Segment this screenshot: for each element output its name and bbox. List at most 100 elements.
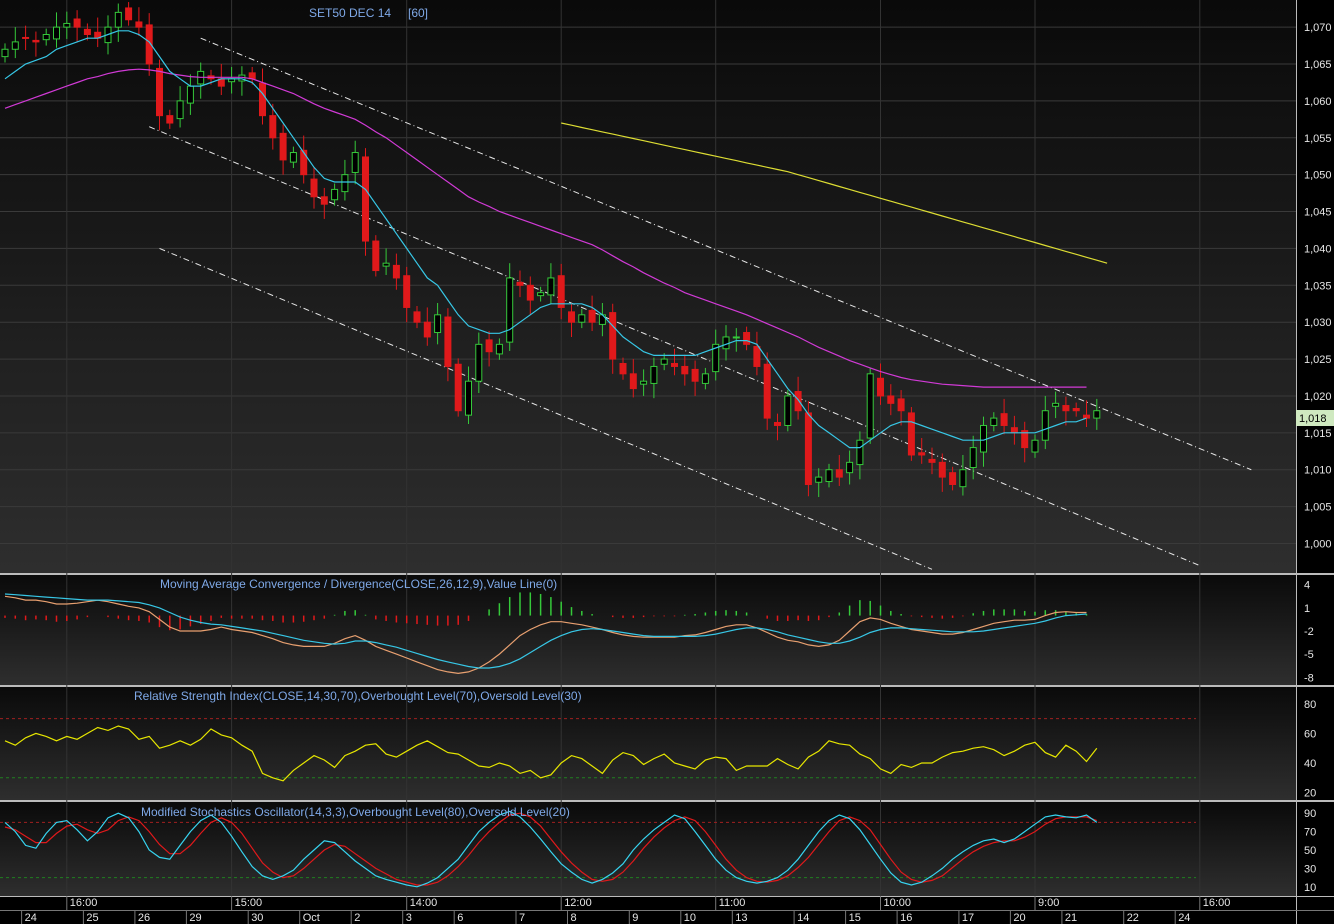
candle-body (506, 277, 514, 343)
candle-body (619, 363, 627, 375)
date-axis-label: 9 (632, 912, 638, 924)
candle-body (671, 363, 678, 367)
macd-axis-tick: -2 (1304, 626, 1314, 638)
candle-body (22, 36, 30, 39)
stoch-k-line (4, 810, 1098, 888)
candle-body (114, 11, 122, 28)
candle-body (145, 24, 153, 65)
price-axis-tick: 1,020 (1304, 391, 1332, 403)
rsi-axis-tick: 40 (1304, 758, 1316, 770)
date-axis-label: 15 (849, 912, 861, 924)
candle-body (526, 284, 534, 301)
date-axis-label: 7 (519, 912, 525, 924)
macd-axis-tick: 4 (1304, 580, 1310, 592)
price-axis-tick: 1,050 (1304, 170, 1332, 182)
time-axis-label: 16:00 (70, 897, 98, 909)
date-axis-label: 2 (354, 912, 360, 924)
time-axis-label: 16:00 (1203, 897, 1231, 909)
date-axis-label: 20 (1013, 912, 1025, 924)
candle-body (83, 28, 91, 36)
candle-body (475, 343, 483, 382)
candle-body (990, 417, 998, 426)
candle-body (588, 309, 596, 323)
price-axis-tick: 1,025 (1304, 354, 1332, 366)
rsi-axis-tick: 20 (1304, 788, 1316, 800)
candle-body (392, 264, 400, 279)
date-axis-label: 10 (684, 912, 696, 924)
candle-body (423, 321, 431, 338)
candle-body (516, 281, 524, 286)
rsi-line (4, 725, 1098, 782)
candle-body (341, 174, 349, 193)
candle-body (186, 85, 194, 104)
moving-average-cyan-line (4, 30, 1087, 449)
candle-body (1093, 410, 1101, 419)
panel-divider (0, 573, 1334, 575)
candle-body (434, 314, 442, 334)
candle-body (11, 41, 19, 50)
candle-body (887, 395, 895, 404)
candle-body (609, 312, 617, 360)
candle-body (1083, 414, 1090, 419)
panel-divider (0, 685, 1334, 687)
candle-body (1031, 439, 1039, 453)
price-axis-tick: 1,035 (1304, 280, 1332, 292)
price-axis-tick: 1,055 (1304, 133, 1332, 145)
candle-body (877, 377, 884, 397)
panel-divider (0, 800, 1334, 802)
date-axis-label: 24 (25, 912, 37, 924)
macd-panel (0, 575, 1296, 685)
x-axis (0, 910, 1334, 911)
candle-body (362, 156, 369, 242)
price-axis-tick: 1,030 (1304, 317, 1332, 329)
date-axis-label: 6 (457, 912, 463, 924)
candle-body (382, 262, 390, 267)
date-axis-label: 8 (571, 912, 577, 924)
candle-body (959, 469, 967, 488)
candle-body (413, 311, 421, 323)
time-axis-label: 9:00 (1038, 897, 1059, 909)
macd-axis-tick: 1 (1304, 603, 1310, 615)
date-axis-label: Oct (303, 912, 320, 924)
candle-body (547, 277, 555, 296)
date-axis-label: 25 (86, 912, 98, 924)
candle-body (722, 336, 730, 350)
stoch-d-line (4, 812, 1098, 886)
rsi-axis-tick: 80 (1304, 699, 1316, 711)
candle-body (825, 469, 833, 483)
candle-body (640, 380, 648, 385)
date-axis-label: 16 (900, 912, 912, 924)
candle-body (660, 358, 668, 365)
candle-body (156, 67, 163, 117)
candle-body (794, 391, 802, 412)
date-axis-label: 17 (962, 912, 974, 924)
candle-body (712, 343, 720, 373)
date-axis-label: 21 (1065, 912, 1077, 924)
candle-body (42, 34, 50, 41)
rsi-panel (0, 687, 1296, 800)
stoch-axis-tick: 90 (1304, 808, 1316, 820)
candle-body (784, 395, 792, 426)
candle-body (928, 458, 936, 463)
stoch-axis-tick: 10 (1304, 882, 1316, 894)
stoch-axis-tick: 30 (1304, 863, 1316, 875)
price-axis-tick: 1,060 (1304, 96, 1332, 108)
candle-body (907, 412, 915, 456)
candle-body (372, 240, 380, 272)
candle-body (537, 292, 545, 297)
last-price-tag (1296, 410, 1334, 426)
candle-body (176, 100, 184, 120)
candle-body (331, 188, 339, 201)
macd-title: Moving Average Convergence / Divergence(… (160, 577, 557, 591)
time-axis-label: 12:00 (564, 897, 592, 909)
moving-average-magenta-line (4, 68, 1087, 388)
candle-body (32, 39, 40, 43)
price-axis-tick: 1,065 (1304, 59, 1332, 71)
candle-body (1, 48, 9, 58)
price-axis-tick: 1,005 (1304, 502, 1332, 514)
candle-body (289, 152, 297, 163)
rsi-axis-tick: 60 (1304, 728, 1316, 740)
candle-body (732, 336, 740, 339)
price-axis-tick: 1,010 (1304, 465, 1332, 477)
candle-body (969, 447, 977, 469)
